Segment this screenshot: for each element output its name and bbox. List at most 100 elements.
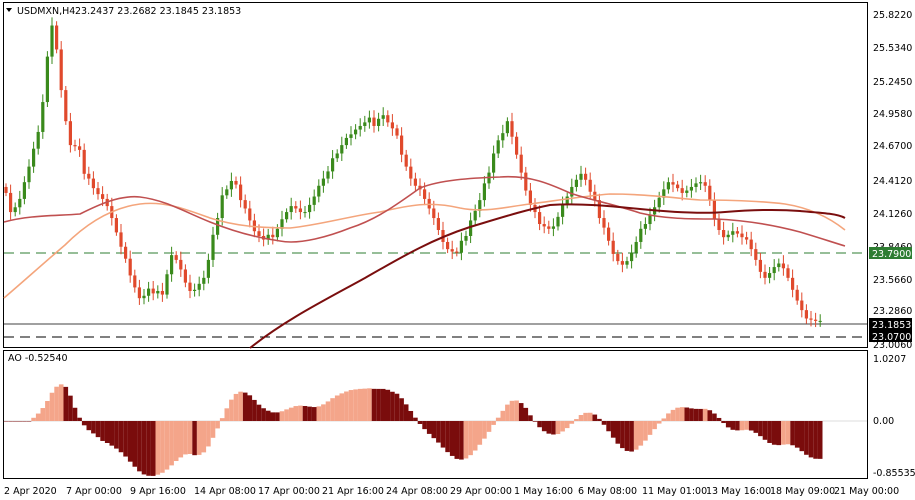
candle-body[interactable] [800,300,804,311]
candle-body[interactable] [505,121,509,134]
candle-body[interactable] [294,206,298,209]
candle-body[interactable] [354,129,358,135]
candle-body[interactable] [634,241,638,253]
ma-slow-line[interactable] [249,203,846,349]
candle-body[interactable] [689,186,693,191]
candle-body[interactable] [128,258,132,276]
candle-body[interactable] [363,122,367,126]
candle-body[interactable] [13,207,17,213]
candle-body[interactable] [579,173,583,180]
candle-body[interactable] [717,219,721,231]
candle-body[interactable] [818,320,822,322]
candle-body[interactable] [206,259,210,278]
candle-body[interactable] [211,234,215,260]
candle-body[interactable] [597,200,601,219]
candle-body[interactable] [441,230,445,242]
candle-body[interactable] [482,183,486,201]
candle-body[interactable] [777,263,781,268]
candle-body[interactable] [630,252,634,262]
candle-body[interactable] [183,269,187,283]
candle-body[interactable] [607,227,611,241]
candle-body[interactable] [680,188,684,193]
ma-mid-line[interactable] [3,175,846,247]
candle-body[interactable] [731,231,735,235]
candle-body[interactable] [726,234,730,238]
candle-body[interactable] [413,178,417,186]
candle-body[interactable] [234,180,238,185]
candle-body[interactable] [685,190,689,193]
candle-body[interactable] [795,289,799,301]
candle-body[interactable] [331,158,335,172]
candle-body[interactable] [446,241,450,250]
candle-body[interactable] [285,212,289,220]
candle-body[interactable] [423,189,427,199]
candle-body[interactable] [386,115,390,123]
candle-body[interactable] [602,218,606,228]
candle-body[interactable] [9,192,13,213]
candle-body[interactable] [82,149,86,174]
candle-body[interactable] [317,185,321,197]
candle-body[interactable] [73,145,77,147]
candle-body[interactable] [41,102,45,132]
candle-body[interactable] [78,146,82,150]
candle-body[interactable] [335,153,339,159]
candle-body[interactable] [639,228,643,242]
candle-body[interactable] [492,153,496,173]
candle-body[interactable] [588,179,592,192]
candle-body[interactable] [239,184,243,201]
candle-body[interactable] [395,128,399,136]
candle-body[interactable] [561,204,565,217]
candle-body[interactable] [275,228,279,238]
candle-body[interactable] [202,277,206,284]
candle-body[interactable] [179,259,183,270]
candle-body[interactable] [243,200,247,209]
candle-body[interactable] [32,148,36,167]
candle-body[interactable] [565,196,569,205]
candle-body[interactable] [459,240,463,253]
candle-body[interactable] [289,206,293,213]
candle-body[interactable] [620,261,624,265]
candle-body[interactable] [768,273,772,278]
candle-body[interactable] [478,200,482,211]
candle-body[interactable] [114,218,118,233]
candle-body[interactable] [772,267,776,274]
candle-body[interactable] [188,282,192,291]
candle-body[interactable] [197,283,201,290]
candle-body[interactable] [584,173,588,180]
candle-body[interactable] [257,231,261,236]
candle-body[interactable] [749,239,753,250]
candle-body[interactable] [22,182,26,199]
candle-body[interactable] [671,182,675,185]
candle-body[interactable] [229,180,233,190]
candle-body[interactable] [280,219,284,229]
candle-body[interactable] [469,220,473,236]
candle-body[interactable] [524,172,528,191]
candle-body[interactable] [390,122,394,129]
candle-body[interactable] [694,183,698,187]
candle-body[interactable] [326,171,330,179]
candle-body[interactable] [271,234,275,238]
candle-body[interactable] [321,178,325,186]
candle-body[interactable] [298,208,302,213]
candle-body[interactable] [312,196,316,205]
candle-body[interactable] [372,117,376,126]
candle-body[interactable] [547,226,551,229]
candle-body[interactable] [625,261,629,265]
candle-body[interactable] [712,200,716,220]
candle-body[interactable] [657,197,661,208]
candle-body[interactable] [147,288,151,296]
candle-body[interactable] [450,249,454,252]
candle-body[interactable] [156,290,160,294]
candle-body[interactable] [124,246,128,259]
candle-body[interactable] [409,166,413,179]
candle-body[interactable] [377,118,381,126]
candle-body[interactable] [225,189,229,196]
candle-body[interactable] [45,56,49,103]
candle-body[interactable] [809,318,813,320]
candle-body[interactable] [50,25,54,57]
candle-body[interactable] [358,125,362,130]
candle-body[interactable] [160,290,164,295]
candle-body[interactable] [344,137,348,146]
candle-body[interactable] [436,218,440,231]
